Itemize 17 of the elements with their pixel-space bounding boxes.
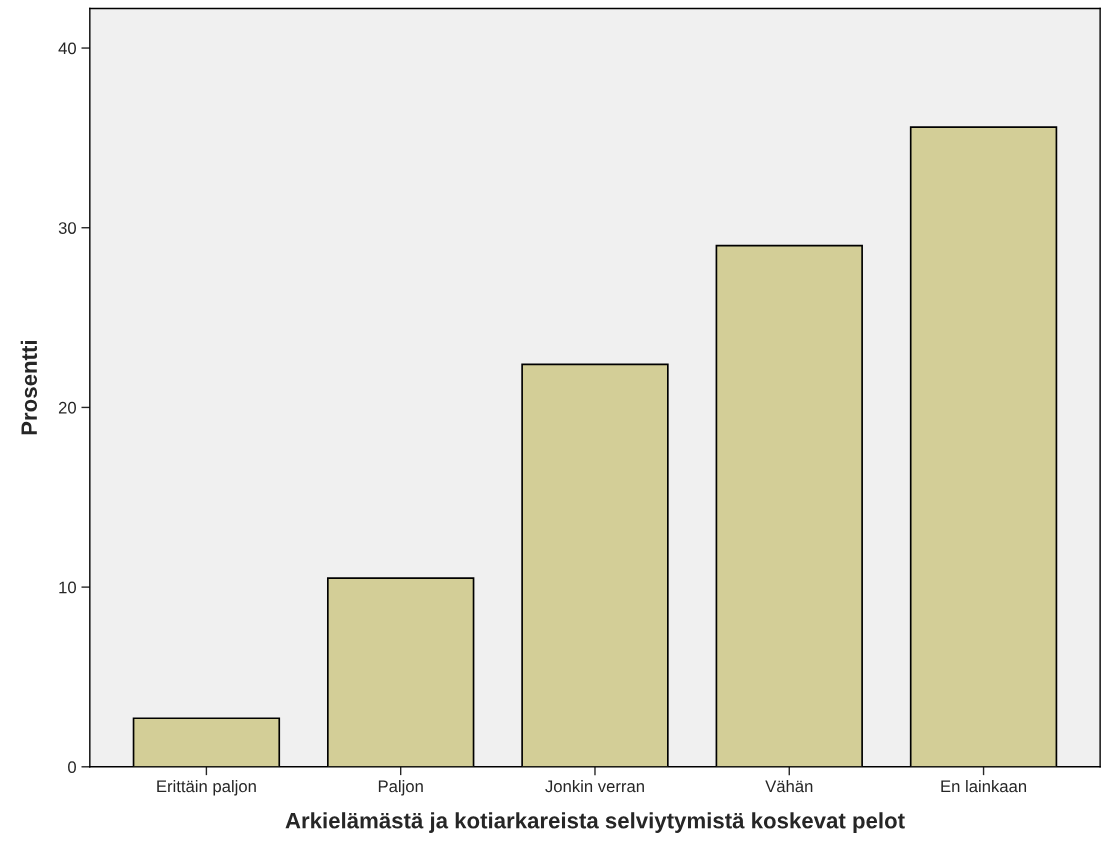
bar xyxy=(326,577,475,767)
y-tick-label: 10 xyxy=(59,581,76,594)
y-tick-label: 40 xyxy=(58,42,76,55)
bar xyxy=(521,363,669,767)
y-tick-label: 20 xyxy=(58,401,76,414)
bar xyxy=(132,717,281,767)
x-tick-label: En lainkaan xyxy=(941,779,1027,793)
x-tick-label: Paljon xyxy=(378,779,423,796)
bar xyxy=(909,126,1058,767)
x-tick-label: Erittäin paljon xyxy=(157,779,256,796)
x-tick-label: Vähän xyxy=(765,779,813,793)
bar xyxy=(715,244,863,767)
y-tick-label: 30 xyxy=(58,222,76,234)
y-axis-title: Prosentti xyxy=(20,341,38,435)
x-axis-title: Arkielämästä ja kotiarkareista selviytymistä koskevat pelot xyxy=(285,812,905,833)
x-tick-label: Jonkin verran xyxy=(545,779,644,793)
y-tick-label: 0 xyxy=(68,761,76,773)
